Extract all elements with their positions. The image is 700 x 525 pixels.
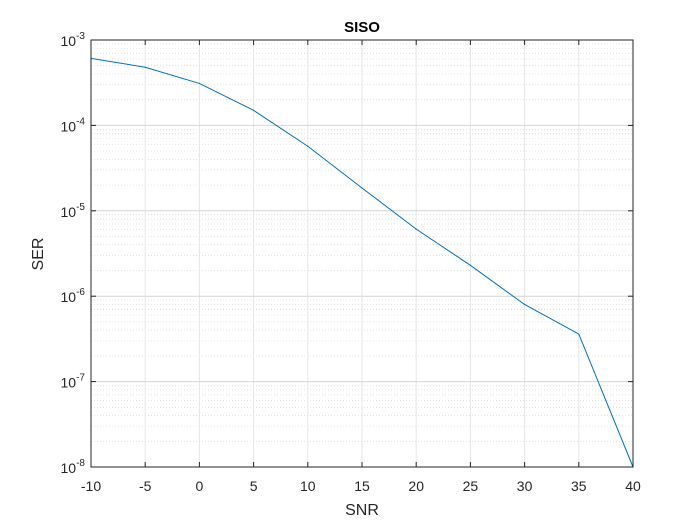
y-tick-label: 10-4	[61, 116, 86, 134]
x-tick-label: 10	[300, 478, 316, 494]
data-point	[415, 228, 417, 230]
y-tick-label: 10-5	[61, 202, 86, 220]
x-axis-label: SNR	[345, 502, 379, 519]
x-tick-label: -5	[139, 478, 152, 494]
y-tick-label: 10-7	[61, 373, 86, 391]
data-point	[469, 264, 471, 266]
x-tick-label: 5	[250, 478, 258, 494]
y-axis-label: SER	[30, 238, 47, 271]
data-point	[307, 145, 309, 147]
ticks: -10 -5 0 5 10 15 20 25 30 35 40 10-8 10-7 10-6 10-5 10-…	[61, 31, 641, 494]
y-tick-label: 10-6	[61, 287, 86, 305]
x-tick-label: 35	[571, 478, 587, 494]
x-tick-label: 40	[625, 478, 641, 494]
data-point	[578, 333, 580, 335]
x-tick-label: 20	[408, 478, 424, 494]
x-tick-label: 25	[463, 478, 479, 494]
x-tick-label: 0	[196, 478, 204, 494]
data-point	[253, 109, 255, 111]
x-tick-label: 15	[354, 478, 370, 494]
x-tick-label: 30	[517, 478, 533, 494]
x-tick-label: -10	[81, 478, 101, 494]
y-tick-label: 10-8	[61, 458, 86, 476]
y-tick-label: 10-3	[61, 31, 86, 49]
data-point	[144, 66, 146, 68]
data-point	[524, 303, 526, 306]
chart-title: SISO	[344, 19, 380, 36]
data-point	[198, 82, 200, 85]
data-point	[361, 187, 363, 189]
